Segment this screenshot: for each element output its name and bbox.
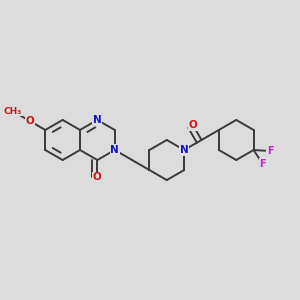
Text: F: F <box>267 146 273 156</box>
Text: O: O <box>93 172 102 182</box>
Text: N: N <box>93 115 102 125</box>
Text: CH₃: CH₃ <box>4 107 22 116</box>
Text: N: N <box>180 145 188 155</box>
Text: F: F <box>259 159 266 169</box>
Text: O: O <box>26 116 34 126</box>
Text: N: N <box>110 145 119 155</box>
Text: O: O <box>189 120 197 130</box>
